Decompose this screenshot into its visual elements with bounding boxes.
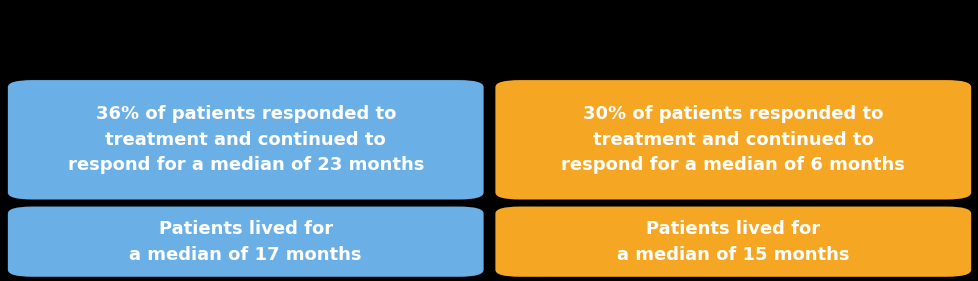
FancyBboxPatch shape [495,80,970,200]
Text: Patients lived for
a median of 17 months: Patients lived for a median of 17 months [129,220,362,264]
FancyBboxPatch shape [495,207,970,277]
Text: Patients lived for
a median of 15 months: Patients lived for a median of 15 months [616,220,849,264]
Text: 30% of patients responded to
treatment and continued to
respond for a median of : 30% of patients responded to treatment a… [560,105,905,175]
FancyBboxPatch shape [8,80,483,200]
FancyBboxPatch shape [8,207,483,277]
Text: 36% of patients responded to
treatment and continued to
respond for a median of : 36% of patients responded to treatment a… [67,105,423,175]
